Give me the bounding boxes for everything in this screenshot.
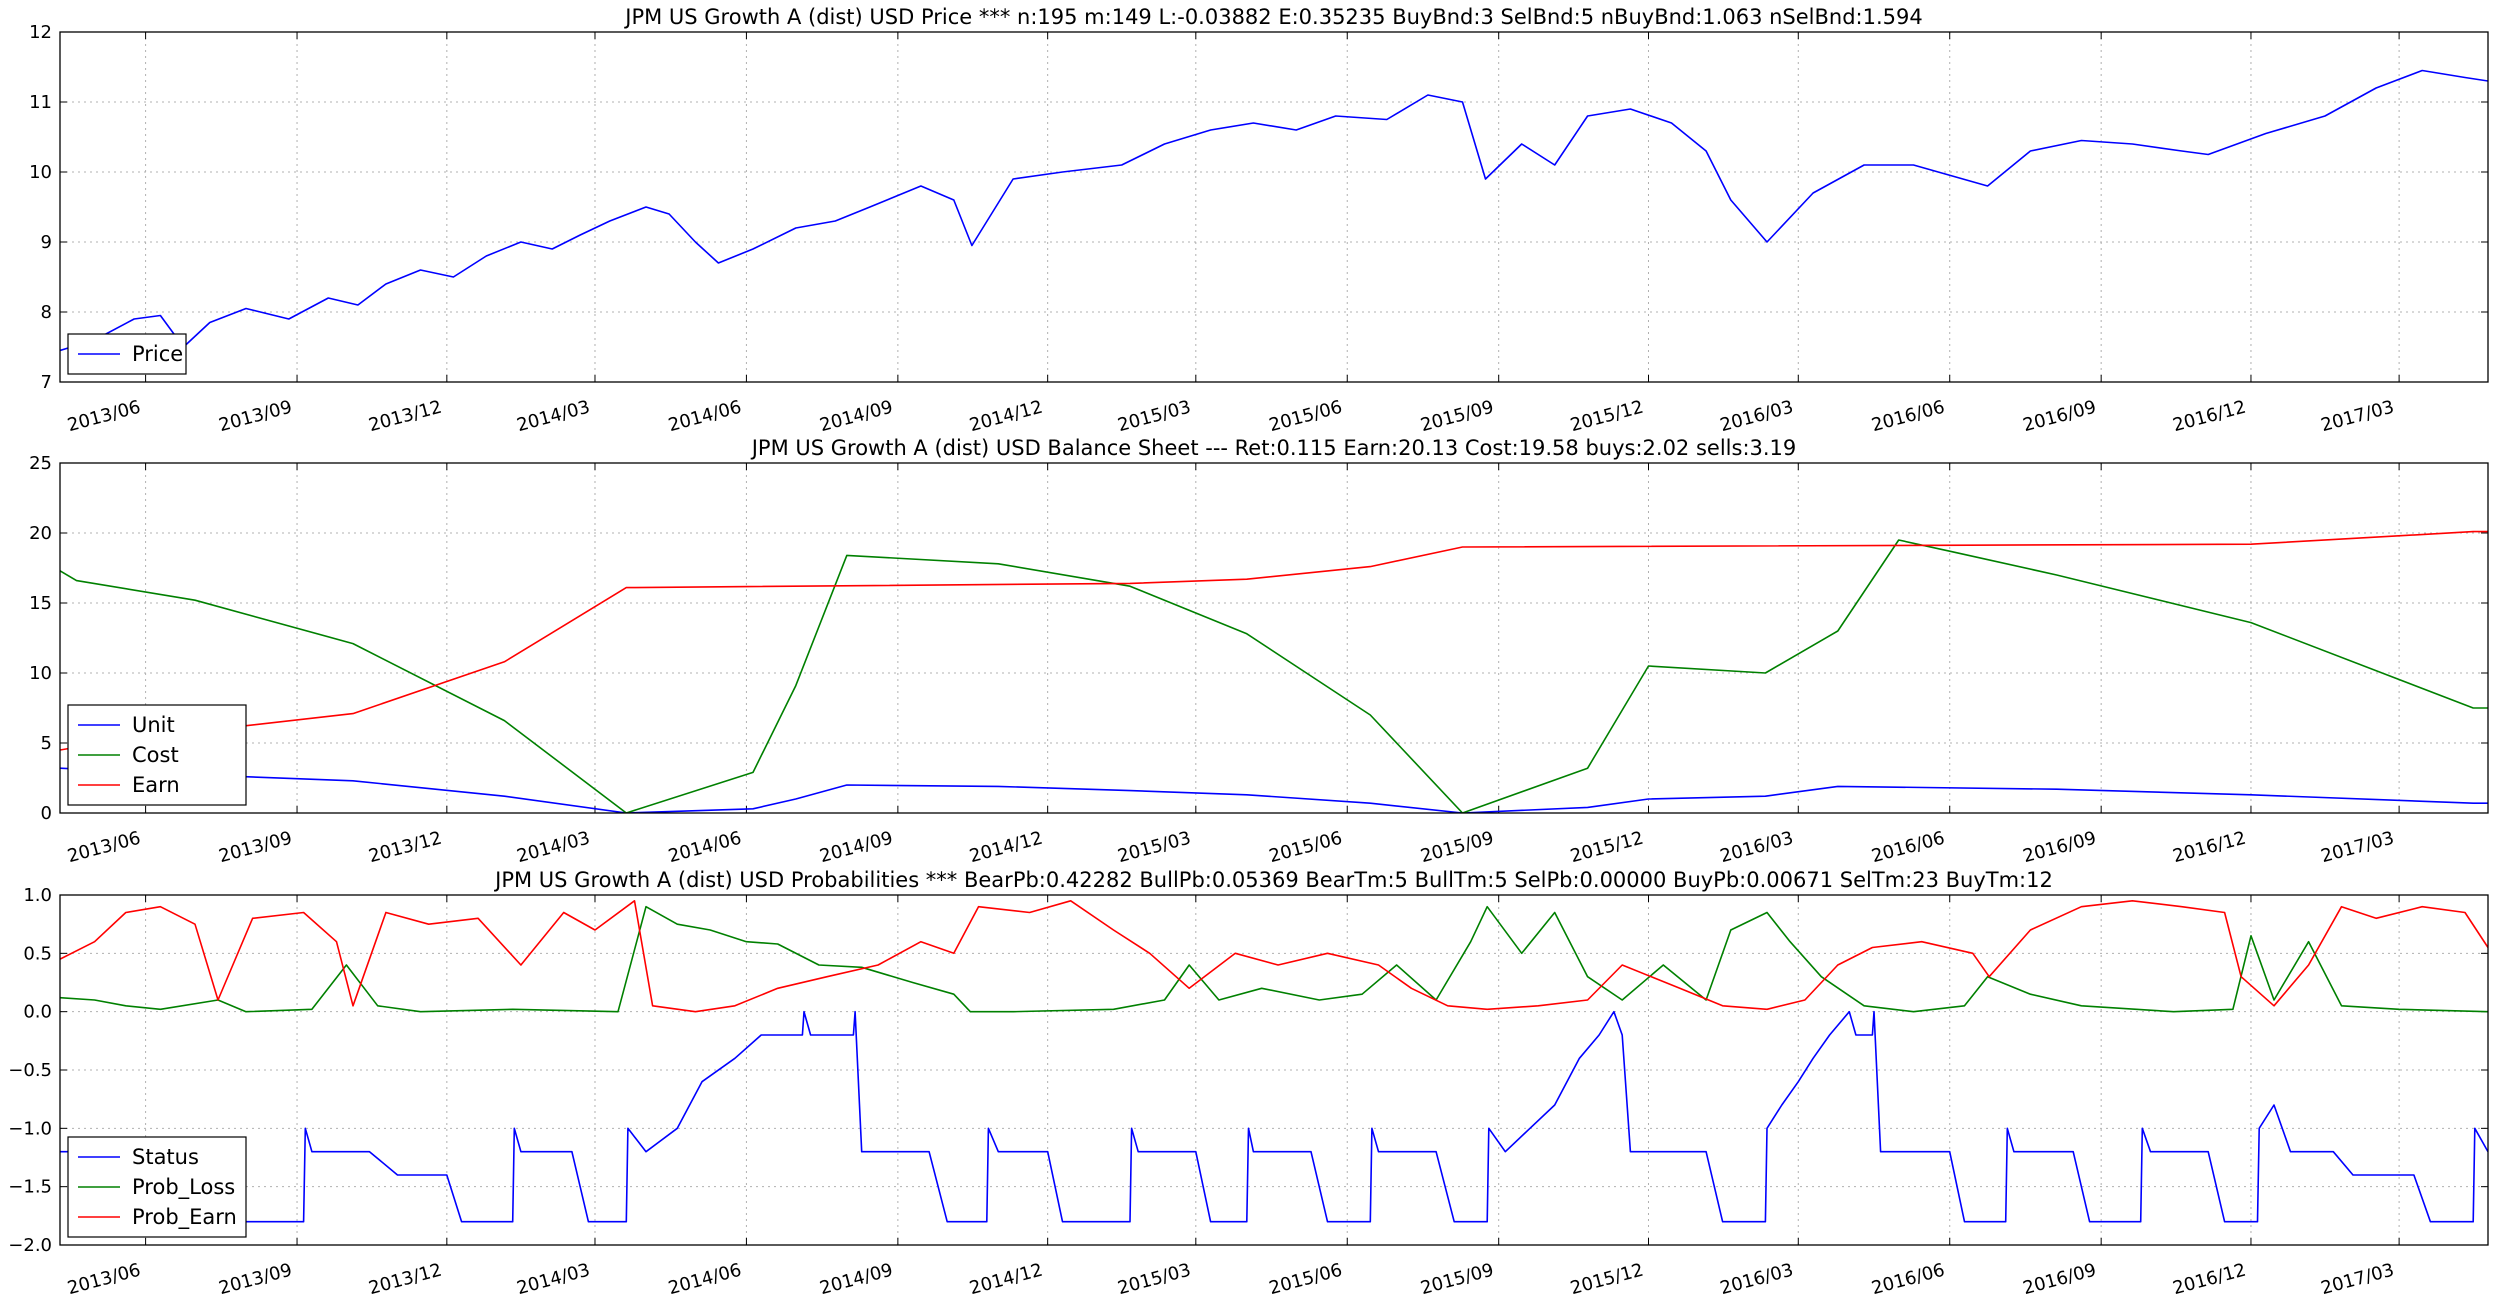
legend-label-price: Price: [132, 342, 183, 366]
plot-frame: [59, 894, 2489, 1246]
legend: Unit Cost Earn: [67, 704, 247, 806]
y-tick-label: 11: [29, 92, 52, 113]
legend-label-unit: Unit: [132, 713, 175, 737]
legend: Status Prob_Loss Prob_Earn: [67, 1136, 247, 1238]
plot-frame: [59, 462, 2489, 814]
y-tick-label: 0: [41, 803, 52, 824]
series-line-prob-earn: [60, 900, 2488, 1013]
series-line-prob-loss: [60, 905, 2488, 1013]
legend-label-earn: Earn: [132, 773, 180, 797]
y-tick-label: 7: [41, 372, 52, 393]
y-tick-label: 0.0: [23, 1002, 52, 1023]
y-tick-label: −1.5: [8, 1177, 52, 1198]
legend-label-status: Status: [132, 1145, 199, 1169]
series-line-cost: [60, 539, 2488, 813]
legend-label-prob-loss: Prob_Loss: [132, 1175, 235, 1200]
legend: Price: [67, 333, 187, 375]
y-tick-label: 1.0: [23, 885, 52, 906]
chart-title: JPM US Growth A (dist) USD Probabilities…: [493, 868, 2053, 892]
y-tick-label: 25: [29, 453, 52, 474]
series-line-unit: [60, 767, 2488, 813]
y-tick-label: 10: [29, 663, 52, 684]
y-tick-label: 10: [29, 162, 52, 183]
y-tick-label: 8: [41, 302, 52, 323]
series-line-status: [60, 1010, 2488, 1223]
y-tick-label: 20: [29, 523, 52, 544]
legend-label-cost: Cost: [132, 743, 179, 767]
plot-frame: [59, 31, 2489, 383]
y-tick-label: −0.5: [8, 1060, 52, 1081]
y-tick-label: −2.0: [8, 1235, 52, 1256]
y-tick-label: 12: [29, 22, 52, 43]
y-tick-label: 0.5: [23, 943, 52, 964]
legend-box: [67, 1136, 247, 1238]
chart-title: JPM US Growth A (dist) USD Price *** n:1…: [623, 5, 1923, 29]
y-tick-label: 5: [41, 733, 52, 754]
y-tick-label: 9: [41, 232, 52, 253]
y-tick-label: 15: [29, 593, 52, 614]
series-line-earn: [60, 530, 2488, 751]
y-tick-label: −1.0: [8, 1118, 52, 1139]
series-line-price: [60, 69, 2488, 352]
chart-title: JPM US Growth A (dist) USD Balance Sheet…: [750, 436, 1797, 460]
legend-label-prob-earn: Prob_Earn: [132, 1205, 237, 1230]
